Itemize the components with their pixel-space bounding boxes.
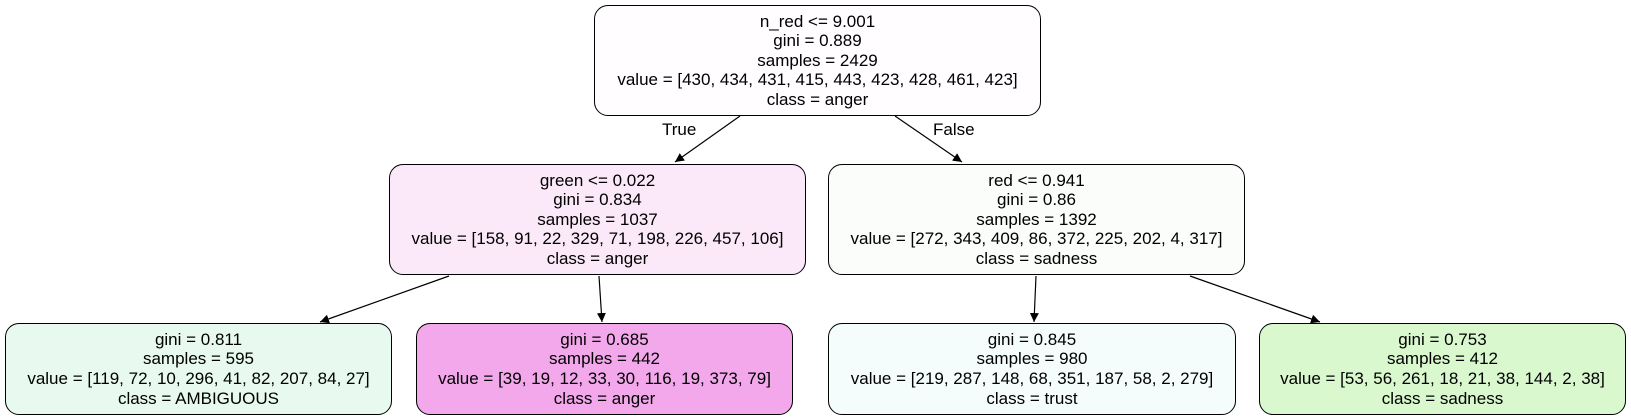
node-samples: samples = 412 xyxy=(1386,349,1499,369)
tree-node-left: green <= 0.022 gini = 0.834 samples = 10… xyxy=(389,164,806,275)
node-gini: gini = 0.753 xyxy=(1398,329,1487,349)
node-gini: gini = 0.889 xyxy=(773,31,862,51)
node-value: value = [119, 72, 10, 296, 41, 82, 207, … xyxy=(27,369,370,388)
node-class: class = sadness xyxy=(975,248,1098,268)
tree-leaf-rl: gini = 0.845 samples = 980 value = [219,… xyxy=(828,323,1236,415)
node-gini: gini = 0.86 xyxy=(997,190,1076,210)
edge-root-right xyxy=(894,115,963,163)
edge-right-rl xyxy=(1029,275,1039,323)
node-split-rule: red <= 0.941 xyxy=(988,170,1085,190)
edge-label-false: False xyxy=(933,120,975,139)
tree-leaf-lr: gini = 0.685 samples = 442 value = [39, … xyxy=(416,323,793,415)
edge-left-lr xyxy=(596,275,606,323)
edge-root-left xyxy=(674,115,741,163)
node-samples: samples = 1037 xyxy=(537,209,658,229)
tree-leaf-ll: gini = 0.811 samples = 595 value = [119,… xyxy=(5,323,392,415)
node-gini: gini = 0.811 xyxy=(154,329,243,349)
node-class: class = anger xyxy=(766,89,869,109)
node-value: value = [272, 343, 409, 86, 372, 225, 20… xyxy=(850,229,1223,249)
node-class: class = trust xyxy=(986,388,1078,408)
node-samples: samples = 1392 xyxy=(976,209,1097,229)
tree-leaf-rr: gini = 0.753 samples = 412 value = [53, … xyxy=(1259,323,1626,415)
node-class: class = sadness xyxy=(1381,388,1504,408)
edge-right-rr xyxy=(1189,275,1321,324)
node-class: class = AMBIGUOUS xyxy=(117,388,280,408)
node-samples: samples = 595 xyxy=(142,349,255,369)
node-gini: gini = 0.845 xyxy=(987,329,1077,349)
node-value: value = [39, 19, 12, 33, 30, 116, 19, 37… xyxy=(438,369,771,388)
node-samples: samples = 980 xyxy=(976,349,1088,369)
node-gini: gini = 0.834 xyxy=(553,190,642,210)
node-gini: gini = 0.685 xyxy=(560,329,649,349)
edge-label-true: True xyxy=(662,120,697,139)
node-class: class = anger xyxy=(553,388,656,408)
node-value: value = [430, 434, 431, 415, 443, 423, 4… xyxy=(617,70,1018,90)
edge-left-ll xyxy=(319,275,450,324)
node-class: class = anger xyxy=(546,248,649,268)
node-value: value = [219, 287, 148, 68, 351, 187, 58… xyxy=(850,369,1214,388)
tree-node-right: red <= 0.941 gini = 0.86 samples = 1392 … xyxy=(828,164,1245,275)
node-samples: samples = 2429 xyxy=(757,50,878,70)
tree-node-root: n_red <= 9.001 gini = 0.889 samples = 24… xyxy=(594,5,1041,116)
node-split-rule: green <= 0.022 xyxy=(539,170,656,190)
node-samples: samples = 442 xyxy=(548,349,661,369)
node-split-rule: n_red <= 9.001 xyxy=(759,11,876,31)
node-value: value = [158, 91, 22, 329, 71, 198, 226,… xyxy=(411,229,784,249)
node-value: value = [53, 56, 261, 18, 21, 38, 144, 2… xyxy=(1280,369,1605,388)
